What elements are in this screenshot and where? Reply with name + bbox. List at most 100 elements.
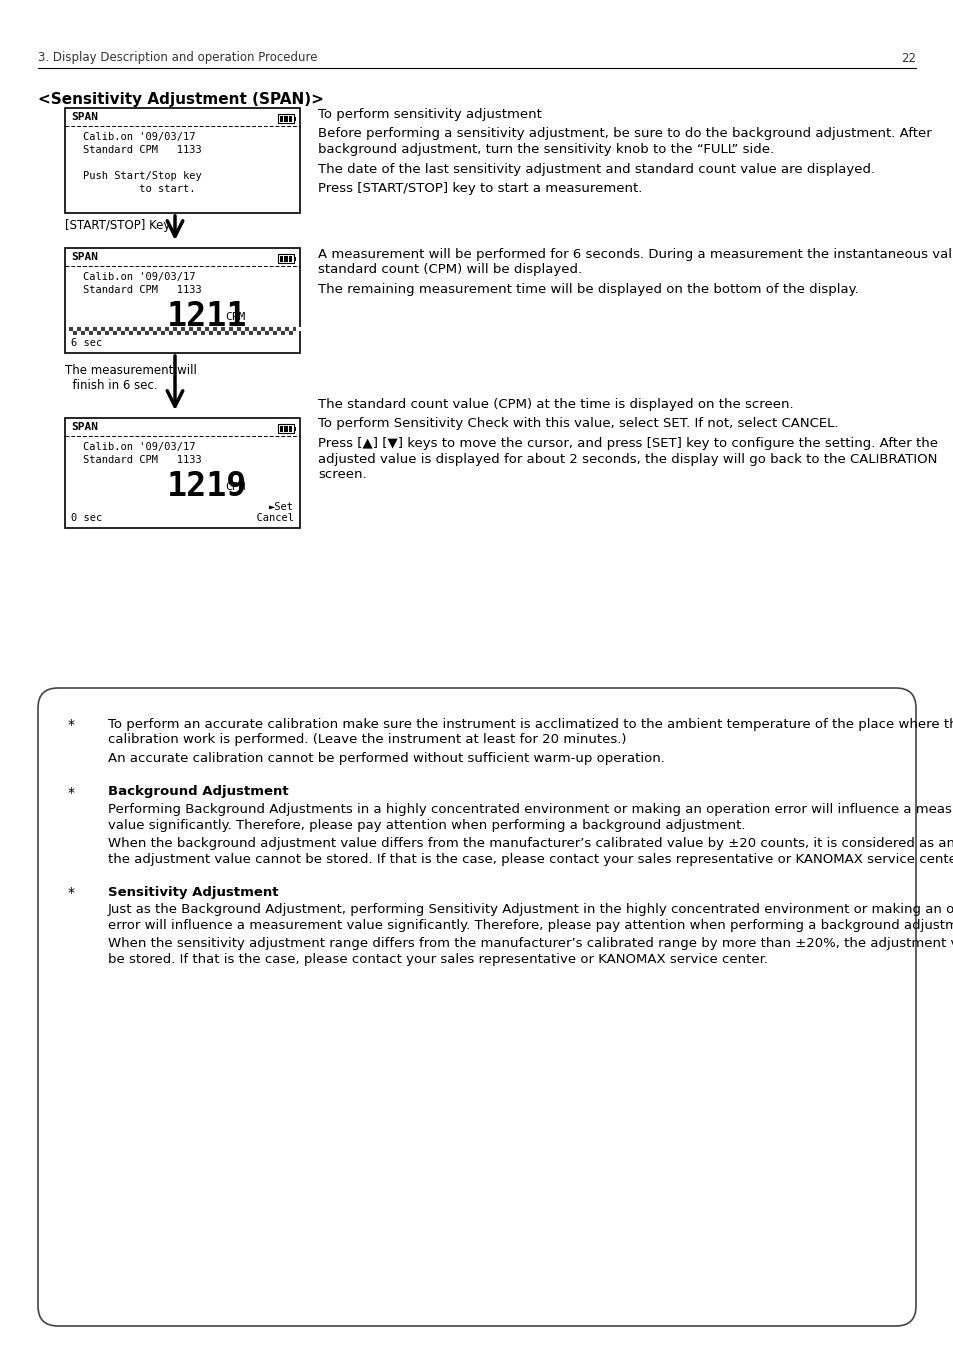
Text: To perform Sensitivity Check with this value, select SET. If not, select CANCEL.: To perform Sensitivity Check with this v… <box>317 417 838 431</box>
Bar <box>294 427 296 431</box>
Bar <box>196 331 201 335</box>
Text: The standard count value (CPM) at the time is displayed on the screen.: The standard count value (CPM) at the ti… <box>317 399 793 411</box>
Text: Press [START/STOP] key to start a measurement.: Press [START/STOP] key to start a measur… <box>317 182 641 195</box>
Bar <box>177 327 181 331</box>
Text: An accurate calibration cannot be performed without sufficient warm-up operation: An accurate calibration cannot be perfor… <box>108 753 664 765</box>
Bar <box>284 426 288 431</box>
Text: When the sensitivity adjustment range differs from the manufacturer’s calibrated: When the sensitivity adjustment range di… <box>108 938 953 951</box>
Bar <box>97 327 101 331</box>
Text: *: * <box>68 785 75 800</box>
Bar <box>109 331 112 335</box>
Bar <box>181 331 185 335</box>
Bar <box>289 426 293 431</box>
Text: The date of the last sensitivity adjustment and standard count value are display: The date of the last sensitivity adjustm… <box>317 162 874 176</box>
Text: value significantly. Therefore, please pay attention when performing a backgroun: value significantly. Therefore, please p… <box>108 819 744 831</box>
Text: adjusted value is displayed for about 2 seconds, the display will go back to the: adjusted value is displayed for about 2 … <box>317 453 937 466</box>
Bar <box>117 331 121 335</box>
Bar <box>145 327 149 331</box>
Bar <box>69 327 295 335</box>
Bar <box>85 331 89 335</box>
Bar <box>277 254 294 263</box>
Bar <box>284 255 288 262</box>
Bar <box>296 327 301 331</box>
Bar <box>77 331 81 335</box>
Text: 22: 22 <box>900 51 915 65</box>
Bar <box>261 331 265 335</box>
Bar <box>225 327 229 331</box>
Bar <box>92 331 97 335</box>
Bar <box>229 331 233 335</box>
Text: The remaining measurement time will be displayed on the bottom of the display.: The remaining measurement time will be d… <box>317 282 858 296</box>
Text: Cancel: Cancel <box>219 513 294 523</box>
Bar <box>265 327 269 331</box>
Bar <box>294 116 296 120</box>
Bar <box>73 327 77 331</box>
Bar <box>284 115 288 122</box>
Bar <box>289 255 293 262</box>
Bar <box>101 331 105 335</box>
Bar <box>289 327 293 331</box>
Bar <box>172 331 177 335</box>
Bar <box>276 331 281 335</box>
Bar <box>149 331 152 335</box>
Bar <box>121 327 125 331</box>
Bar <box>105 327 109 331</box>
Text: error will influence a measurement value significantly. Therefore, please pay at: error will influence a measurement value… <box>108 919 953 932</box>
Text: 6 sec: 6 sec <box>71 338 102 349</box>
Text: 1211: 1211 <box>167 300 247 332</box>
Bar <box>129 327 132 331</box>
Text: Press [▲] [▼] keys to move the cursor, and press [SET] key to configure the sett: Press [▲] [▼] keys to move the cursor, a… <box>317 436 937 450</box>
Text: Background Adjustment: Background Adjustment <box>108 785 289 798</box>
Text: SPAN: SPAN <box>71 253 98 262</box>
Text: Just as the Background Adjustment, performing Sensitivity Adjustment in the high: Just as the Background Adjustment, perfo… <box>108 904 953 916</box>
Text: ►Set: ►Set <box>269 503 294 512</box>
Text: [START/STOP] Key: [START/STOP] Key <box>65 219 171 231</box>
Text: Push Start/Stop key: Push Start/Stop key <box>83 172 201 181</box>
Bar <box>249 327 253 331</box>
Text: To perform sensitivity adjustment: To perform sensitivity adjustment <box>317 108 541 122</box>
Text: the adjustment value cannot be stored. If that is the case, please contact your : the adjustment value cannot be stored. I… <box>108 852 953 866</box>
Text: screen.: screen. <box>317 467 366 481</box>
Bar <box>277 424 294 434</box>
Bar <box>169 327 172 331</box>
Bar <box>201 327 205 331</box>
Text: 0 sec: 0 sec <box>71 513 102 523</box>
Text: <Sensitivity Adjustment (SPAN)>: <Sensitivity Adjustment (SPAN)> <box>38 92 323 107</box>
Text: SPAN: SPAN <box>71 422 98 432</box>
Bar <box>81 327 85 331</box>
Text: Before performing a sensitivity adjustment, be sure to do the background adjustm: Before performing a sensitivity adjustme… <box>317 127 931 141</box>
Bar <box>132 331 137 335</box>
Bar <box>277 113 294 123</box>
Text: The measurement will
  finish in 6 sec.: The measurement will finish in 6 sec. <box>65 363 196 392</box>
Bar <box>205 331 209 335</box>
Bar <box>112 327 117 331</box>
Bar <box>280 115 283 122</box>
Text: SPAN: SPAN <box>71 112 98 122</box>
Bar <box>294 257 296 261</box>
Bar <box>216 327 221 331</box>
Text: Standard CPM   1133: Standard CPM 1133 <box>83 285 201 295</box>
Text: Standard CPM   1133: Standard CPM 1133 <box>83 145 201 155</box>
Bar <box>161 327 165 331</box>
Bar <box>193 327 196 331</box>
Bar <box>157 331 161 335</box>
Text: CPM: CPM <box>225 482 245 492</box>
Bar <box>289 115 293 122</box>
Text: *: * <box>68 886 75 900</box>
Text: 1219: 1219 <box>167 470 247 503</box>
Text: Performing Background Adjustments in a highly concentrated environment or making: Performing Background Adjustments in a h… <box>108 802 953 816</box>
Text: background adjustment, turn the sensitivity knob to the “FULL” side.: background adjustment, turn the sensitiv… <box>317 143 773 155</box>
Bar <box>209 327 213 331</box>
Bar <box>213 331 216 335</box>
FancyBboxPatch shape <box>38 688 915 1325</box>
Bar <box>281 327 285 331</box>
Bar <box>236 331 241 335</box>
Bar <box>280 255 283 262</box>
Text: To perform an accurate calibration make sure the instrument is acclimatized to t: To perform an accurate calibration make … <box>108 717 953 731</box>
Bar <box>69 331 73 335</box>
Text: Sensitivity Adjustment: Sensitivity Adjustment <box>108 886 278 898</box>
Text: Standard CPM   1133: Standard CPM 1133 <box>83 455 201 465</box>
Bar <box>165 331 169 335</box>
Bar <box>89 327 92 331</box>
Bar <box>245 331 249 335</box>
